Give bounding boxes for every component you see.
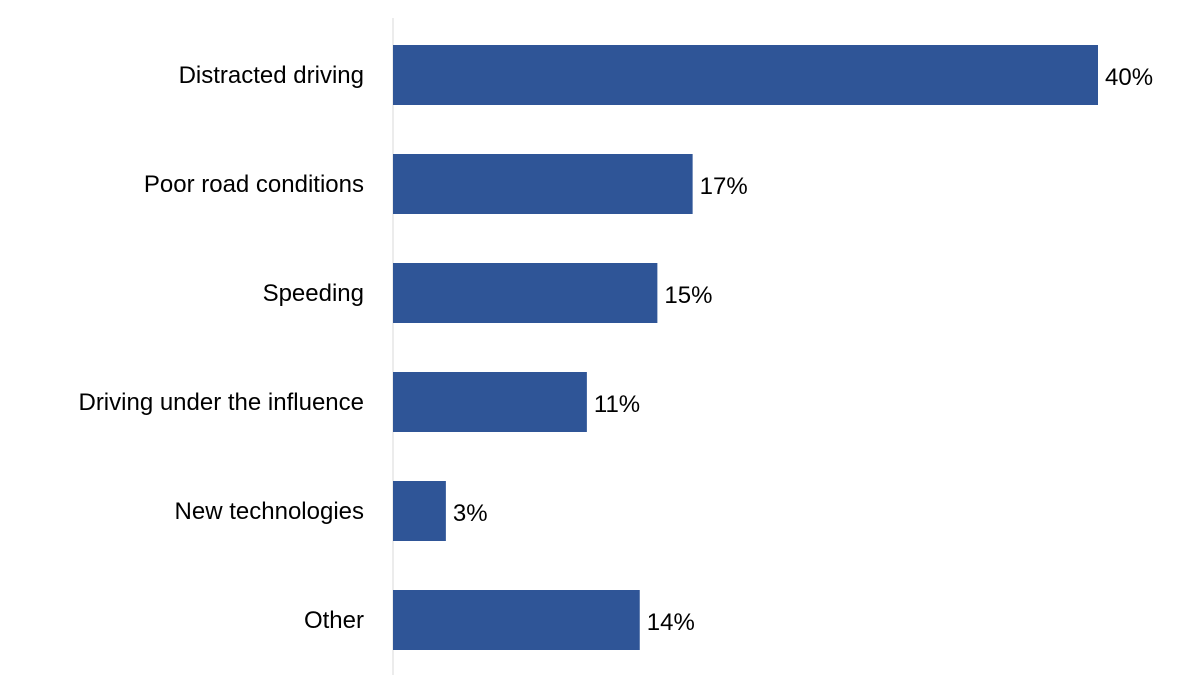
- bar-4: [393, 481, 446, 541]
- category-label: New technologies: [175, 498, 364, 525]
- category-label: Driving under the influence: [78, 389, 364, 416]
- data-label: 40%: [1105, 64, 1153, 91]
- bar-5: [393, 590, 640, 650]
- data-label: 11%: [594, 391, 640, 418]
- data-label: 3%: [453, 500, 488, 527]
- bar-3: [393, 372, 587, 432]
- category-label: Speeding: [263, 280, 364, 307]
- bar-0: [393, 45, 1098, 105]
- data-label: 17%: [700, 173, 748, 200]
- category-label: Distracted driving: [179, 62, 364, 89]
- data-label: 15%: [664, 282, 712, 309]
- data-label: 14%: [647, 609, 695, 636]
- category-label: Other: [304, 607, 364, 634]
- bar-1: [393, 154, 693, 214]
- category-label: Poor road conditions: [144, 171, 364, 198]
- bar-2: [393, 263, 658, 323]
